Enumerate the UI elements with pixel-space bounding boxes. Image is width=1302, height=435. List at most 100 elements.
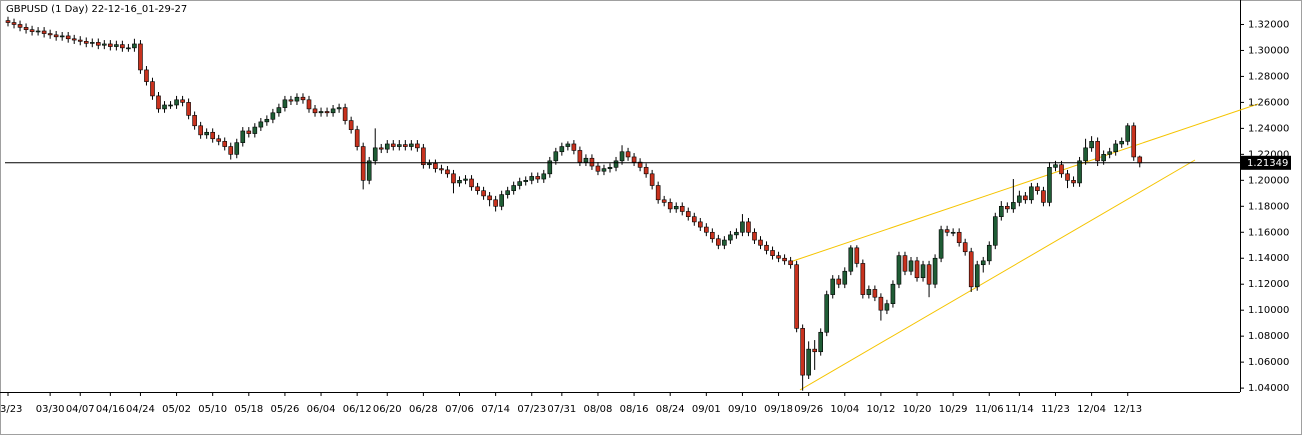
candle-body [427,163,432,166]
candle-body [1065,173,1070,181]
candle-body [499,194,504,207]
x-tick-label: 08/16 [620,404,649,415]
candle-body [1005,205,1010,210]
candle-body [505,190,510,195]
candle-body [691,216,697,223]
candle-body [872,289,878,298]
candle-body [1095,141,1100,162]
candle-body [493,199,498,207]
x-tick-label: 12/13 [1113,404,1142,415]
candle-body [607,167,613,169]
candle-body [234,142,240,155]
candle-body [89,42,95,44]
candle-body [1125,125,1131,142]
candle-body [1137,156,1143,164]
candle-body [144,69,149,82]
candle-body [318,111,324,114]
candle-body [17,24,23,28]
x-tick-label: 12/04 [1077,404,1106,415]
candle-body [210,131,215,140]
candle-body [198,125,203,136]
candle-body [102,43,107,46]
candle-body [108,43,113,47]
candle-body [366,160,372,181]
candle-body [114,44,119,47]
candle-body [673,205,679,210]
candle-body [192,115,197,127]
candle-body [330,108,336,114]
candle-body [667,202,673,210]
candle-body [776,255,781,259]
candle-body [1113,143,1118,153]
candle-body [252,126,258,134]
candle-body [890,283,896,304]
candle-body [758,239,763,246]
candle-body [216,138,221,142]
candle-body [902,255,908,272]
candle-body [565,143,571,147]
x-tick-label: 04/07 [66,404,95,415]
candle-body [1023,195,1028,201]
candle-body [529,176,535,181]
candle-body [1077,160,1082,184]
candle-body [487,195,492,201]
candle-body [415,143,420,149]
y-tick-label: 1.16000 [1248,227,1289,238]
candle-body [655,185,661,201]
candle-body [571,143,577,151]
candle-body [288,99,294,102]
x-tick-label: 06/20 [373,404,402,415]
candle-body [240,130,246,143]
candle-body [523,180,529,182]
candle-body [716,238,721,246]
candle-body [926,264,932,285]
candle-body [390,143,396,147]
y-tick-label: 1.12000 [1248,279,1289,290]
candle-body [613,160,619,168]
x-tick-label: 08/08 [584,404,613,415]
candle-body [685,211,691,217]
candle-body [914,260,920,279]
candle-body [403,144,408,147]
candle-body [96,42,101,46]
candle-body [577,150,583,163]
candle-body [1059,164,1064,175]
candle-body [23,27,29,30]
candle-body [360,146,366,181]
y-tick-label: 1.14000 [1248,253,1289,264]
y-tick-label: 1.22000 [1248,149,1289,160]
candle-body [860,263,866,295]
candle-body [854,247,860,264]
candle-body [944,229,950,233]
candle-body [342,107,348,121]
x-tick-label: 10/04 [830,404,859,415]
candle-body [722,239,727,246]
candle-body [132,43,137,49]
x-tick-label: 03/30 [36,404,65,415]
x-tick-label: 11/06 [975,404,1004,415]
candle-body [920,264,926,279]
candle-body [535,176,541,180]
candle-body [962,242,968,253]
candle-body [71,38,77,41]
x-tick-label: 06/28 [409,404,438,415]
candle-body [168,104,173,107]
candle-body [324,111,330,114]
candle-body [451,173,456,184]
candle-body [53,34,59,38]
candle-body [228,146,234,155]
candle-body [270,112,276,120]
candle-body [824,294,830,333]
candle-body [1089,141,1094,149]
current-price-box [1241,155,1291,170]
x-tick-label: 11/23 [1041,404,1070,415]
candle-body [469,178,474,188]
y-tick-label: 1.30000 [1248,45,1289,56]
candle-body [794,264,799,329]
candle-body [354,129,360,147]
candle-body [752,231,757,241]
candle-body [908,260,914,272]
candle-body [866,289,872,295]
candle-body [174,99,179,106]
